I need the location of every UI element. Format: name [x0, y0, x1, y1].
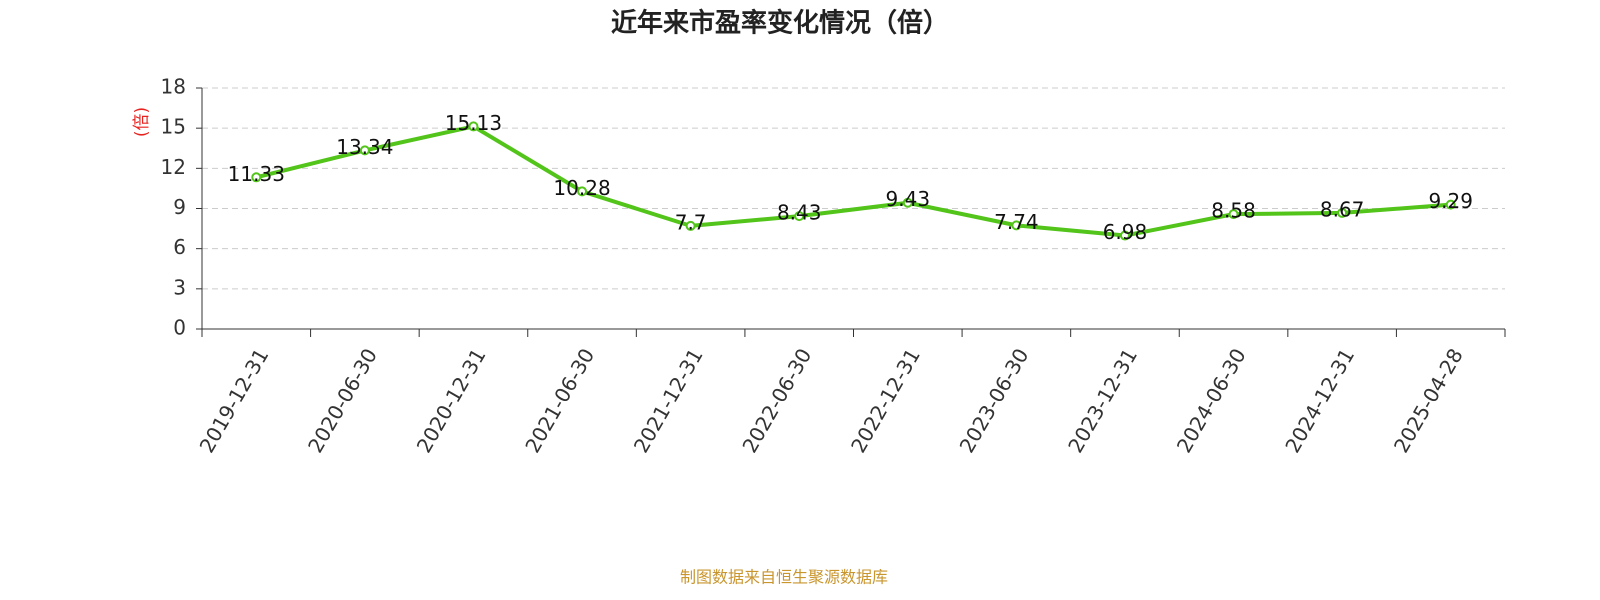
- x-tick-label: 2021-12-31: [629, 344, 708, 457]
- value-label: 7.7: [675, 210, 707, 234]
- x-tick-label: 2019-12-31: [194, 344, 273, 457]
- x-tick-label: 2023-06-30: [955, 344, 1034, 457]
- value-label: 8.67: [1320, 197, 1365, 221]
- value-label: 11.33: [228, 162, 285, 186]
- y-tick-label: 0: [173, 316, 186, 340]
- source-note: 制图数据来自恒生聚源数据库: [680, 568, 888, 587]
- x-tick-label: 2025-04-28: [1389, 344, 1468, 457]
- point: [685, 220, 696, 231]
- x-tick-label: 2024-06-30: [1172, 344, 1251, 457]
- value-label: 7.74: [994, 210, 1039, 234]
- point: [1228, 209, 1239, 220]
- x-tick-label: 2023-12-31: [1063, 344, 1142, 457]
- value-label: 15.13: [445, 111, 502, 135]
- x-tick-label: 2022-06-30: [737, 344, 816, 457]
- value-label: 10.28: [553, 176, 610, 200]
- point: [794, 211, 805, 222]
- y-tick-label: 18: [161, 75, 186, 99]
- x-tick-label: 2020-12-31: [412, 344, 491, 457]
- point: [468, 121, 479, 132]
- chart-title: 近年来市盈率变化情况（倍）: [611, 8, 949, 39]
- value-label: 8.58: [1211, 199, 1256, 223]
- y-tick-label: 9: [173, 195, 186, 219]
- point: [359, 145, 370, 156]
- x-tick-label: 2024-12-31: [1280, 344, 1359, 457]
- x-tick-label: 2021-06-30: [520, 344, 599, 457]
- value-label: 9.43: [886, 187, 931, 211]
- value-label: 6.98: [1103, 220, 1148, 244]
- point: [1337, 207, 1348, 218]
- y-tick-label: 15: [161, 115, 186, 139]
- point: [902, 197, 913, 208]
- y-tick-label: 6: [173, 235, 186, 259]
- line: [255, 124, 1451, 238]
- value-label: 9.29: [1428, 189, 1473, 213]
- x-tick-label: 2020-06-30: [303, 344, 382, 457]
- point: [577, 186, 588, 197]
- x-tick-label: 2022-12-31: [846, 344, 925, 457]
- value-label: 8.43: [777, 201, 822, 225]
- point: [1011, 220, 1022, 231]
- y-axis-label: (倍): [132, 107, 152, 137]
- point: [1445, 199, 1456, 210]
- value-label: 13.34: [336, 135, 393, 159]
- point: [251, 172, 262, 183]
- y-tick-label: 12: [161, 155, 186, 179]
- point: [1119, 230, 1130, 241]
- y-tick-label: 3: [173, 275, 186, 299]
